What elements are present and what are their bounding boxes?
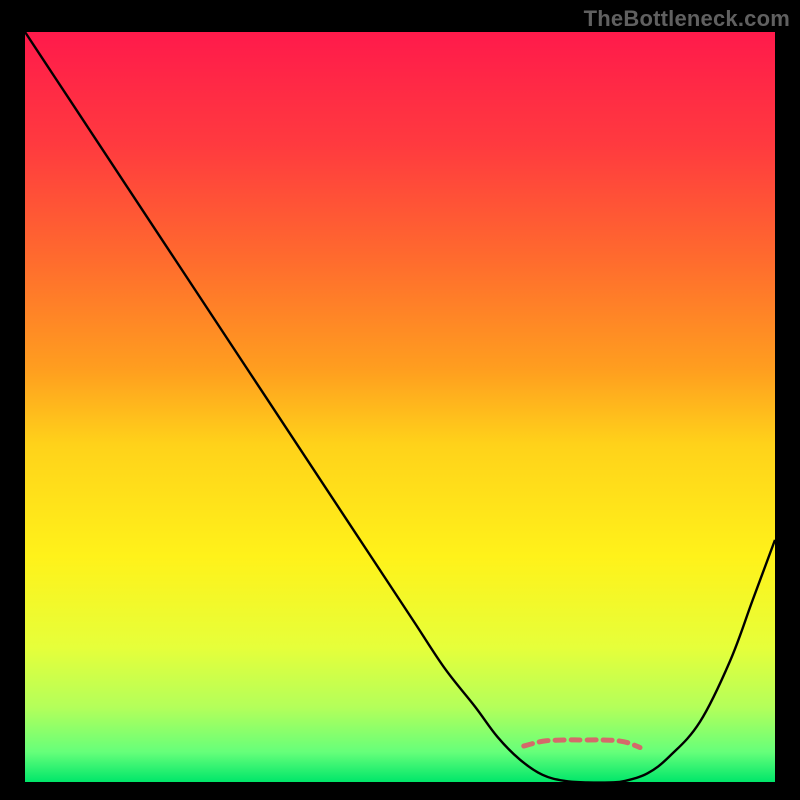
chart-frame: TheBottleneck.com: [0, 0, 800, 800]
watermark-text: TheBottleneck.com: [584, 6, 790, 32]
plot-area: [25, 32, 775, 790]
gradient-background: [25, 32, 775, 782]
